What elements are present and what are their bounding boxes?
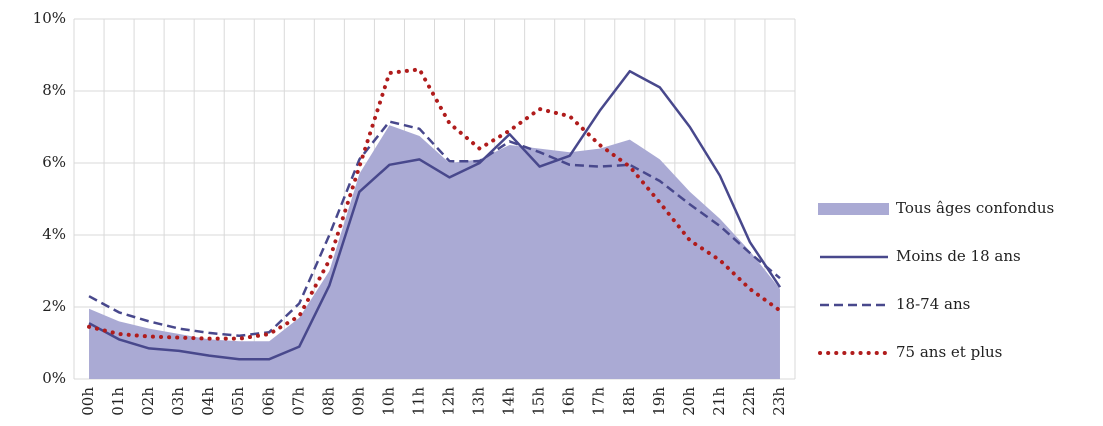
x-tick-label: 12h (440, 387, 458, 416)
x-tick-label: 01h (109, 387, 127, 416)
x-tick-label: 13h (470, 387, 488, 416)
y-tick-label: 2% (42, 297, 66, 315)
legend-label: 75 ans et plus (896, 343, 1002, 361)
y-tick-label: 4% (42, 225, 66, 243)
x-tick-label: 08h (319, 387, 337, 416)
x-tick-label: 06h (259, 387, 277, 416)
x-tick-label: 05h (229, 387, 247, 416)
x-tick-label: 09h (349, 387, 367, 416)
legend-label: Tous âges confondus (896, 199, 1054, 217)
y-tick-label: 6% (42, 153, 66, 171)
x-tick-label: 02h (139, 387, 157, 416)
legend-label: Moins de 18 ans (896, 247, 1021, 265)
x-tick-label: 00h (79, 387, 97, 416)
legend-label: 18-74 ans (896, 295, 970, 313)
x-tick-label: 19h (650, 387, 668, 416)
area (89, 125, 780, 379)
x-tick-label: 20h (680, 387, 698, 416)
y-tick-label: 10% (33, 9, 66, 27)
line (87, 67, 782, 341)
x-tick-label: 17h (590, 387, 608, 416)
x-tick-label: 16h (560, 387, 578, 416)
x-tick-label: 11h (409, 387, 427, 416)
y-tick-label: 8% (42, 81, 66, 99)
line (88, 69, 782, 361)
x-tick-label: 21h (710, 387, 728, 416)
x-tick-label: 15h (530, 387, 548, 416)
x-tick-label: 18h (620, 387, 638, 416)
x-tick-label: 14h (500, 387, 518, 416)
x-tick-label: 22h (740, 387, 758, 416)
x-tick-label: 04h (199, 387, 217, 416)
x-tick-label: 23h (770, 387, 788, 416)
y-tick-label: 0% (42, 369, 66, 387)
x-tick-label: 03h (169, 387, 187, 416)
x-tick-label: 07h (289, 387, 307, 416)
legend-swatch (818, 203, 889, 215)
x-tick-label: 10h (379, 387, 397, 416)
